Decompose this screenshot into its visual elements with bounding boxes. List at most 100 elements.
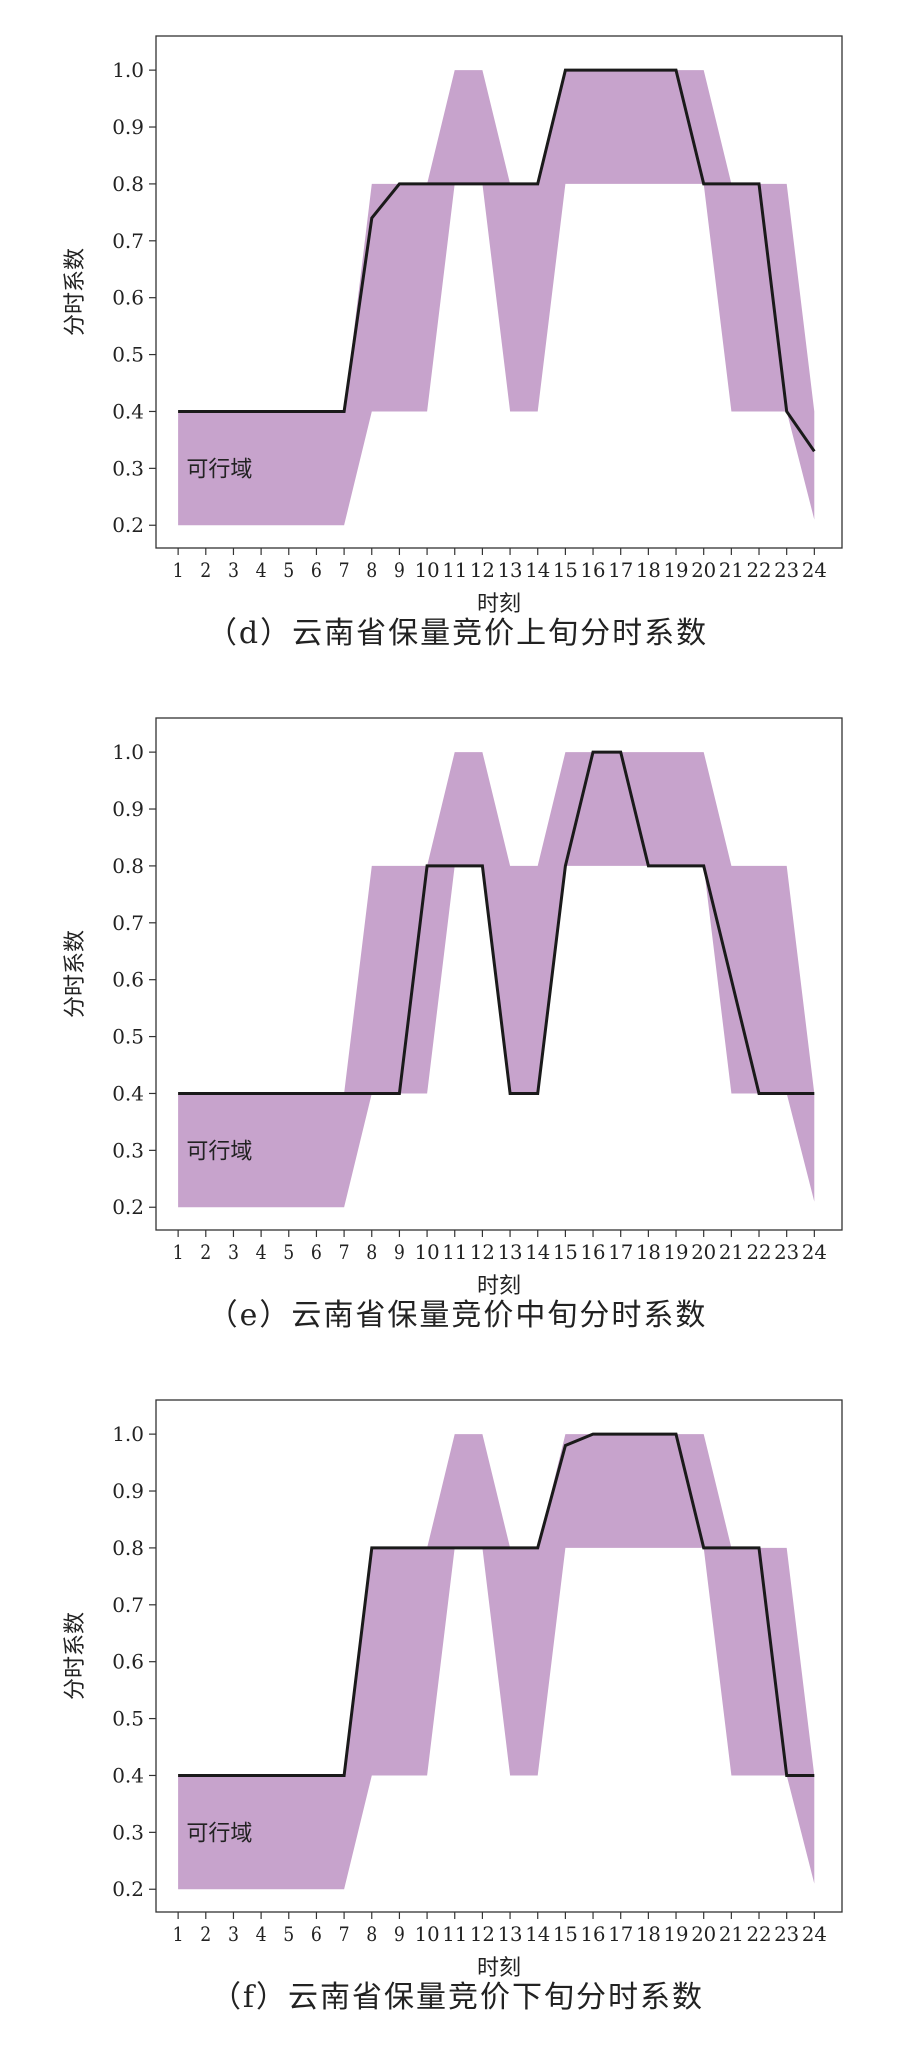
y-tick-label: 0.5 — [112, 343, 144, 367]
x-tick-label: 8 — [366, 1922, 377, 1946]
x-tick-label: 17 — [608, 1240, 633, 1264]
chart-svg-f: 0.20.30.40.50.60.70.80.91.01 2 3 4 5 6 7 8 9 10 11… — [63, 1399, 843, 1981]
x-tick-label: 24 — [802, 1240, 827, 1264]
x-tick-label: 13 — [498, 1240, 523, 1264]
y-tick-label: 0.6 — [112, 968, 144, 992]
x-tick-label: 6 — [311, 558, 322, 582]
x-tick-label: 7 — [339, 1240, 350, 1264]
x-tick-label: 16 — [581, 558, 606, 582]
y-tick-label: 0.8 — [112, 854, 144, 878]
x-tick-label: 1 — [173, 558, 184, 582]
feasible-region — [178, 1434, 815, 1890]
x-tick-label: 5 — [283, 1922, 294, 1946]
x-tick-label: 11 — [442, 558, 467, 582]
y-tick-label: 0.2 — [112, 513, 144, 537]
x-tick-label: 18 — [636, 1922, 661, 1946]
x-tick-label: 18 — [636, 558, 661, 582]
series-line — [178, 750, 815, 1095]
x-tick-label: 12 — [470, 1240, 495, 1264]
y-tick-label: 0.4 — [112, 1081, 144, 1105]
chart-svg-d: 0.20.30.40.50.60.70.80.91.01 2 3 4 5 6 7 8 9 10 11… — [63, 35, 843, 617]
region-label: 可行域 — [186, 1139, 252, 1164]
x-tick-label: 5 — [283, 1240, 294, 1264]
x-tick-label: 19 — [664, 558, 689, 582]
plot-frame — [155, 717, 843, 1231]
y-tick-label: 1.0 — [112, 1422, 144, 1446]
x-tick-label: 13 — [498, 1922, 523, 1946]
y-tick-label: 0.5 — [112, 1025, 144, 1049]
x-tick-label: 15 — [553, 558, 578, 582]
x-tick-label: 12 — [470, 1922, 495, 1946]
y-axis-label: 分时系数 — [63, 1612, 88, 1700]
x-tick-label: 14 — [525, 1922, 550, 1946]
x-tick-label: 3 — [228, 1922, 239, 1946]
x-tick-label: 14 — [525, 1240, 550, 1264]
y-tick-label: 0.3 — [112, 1138, 144, 1162]
x-tick-label: 17 — [608, 1922, 633, 1946]
x-tick-label: 10 — [415, 1240, 440, 1264]
y-tick-label: 0.9 — [112, 1479, 144, 1503]
x-tick-label: 4 — [256, 558, 267, 582]
x-tick-label: 8 — [366, 558, 377, 582]
x-tick-label: 6 — [311, 1922, 322, 1946]
x-tick-label: 22 — [747, 558, 772, 582]
x-tick-label: 11 — [442, 1240, 467, 1264]
y-tick-label: 0.8 — [112, 1536, 144, 1560]
x-tick-label: 9 — [394, 1240, 405, 1264]
y-tick-label: 0.9 — [112, 115, 144, 139]
y-tick-label: 0.9 — [112, 797, 144, 821]
y-tick-label: 0.6 — [112, 286, 144, 310]
chart-panel-d: 0.2 0.3 0.4 0.5 0.6 0.7 0.8 0.9 1.0 1 2 3 4 5 6 7 8 9 10 11… — [0, 0, 915, 682]
x-tick-label: 15 — [553, 1922, 578, 1946]
x-tick-label: 20 — [691, 1922, 716, 1946]
x-tick-label: 21 — [719, 1922, 744, 1946]
x-tick-label: 9 — [394, 558, 405, 582]
x-tick-label: 23 — [774, 558, 799, 582]
x-tick-label: 10 — [415, 1922, 440, 1946]
y-tick-label: 0.2 — [112, 1877, 144, 1901]
x-tick-label: 23 — [774, 1240, 799, 1264]
x-tick-label: 21 — [719, 1240, 744, 1264]
y-tick-label: 0.4 — [112, 1763, 144, 1787]
x-tick-label: 1 — [173, 1922, 184, 1946]
chart-caption: （e）云南省保量竞价中旬分时系数 — [207, 1298, 708, 1333]
x-tick-label: 16 — [581, 1922, 606, 1946]
x-tick-label: 3 — [228, 558, 239, 582]
x-tick-label: 18 — [636, 1240, 661, 1264]
x-tick-label: 17 — [608, 558, 633, 582]
chart-panel-e: 0.2 0.3 0.4 0.5 0.6 0.7 0.8 0.9 1.0 1 2 3 4 5 6 7 8 9 10 11… — [0, 682, 915, 1364]
y-tick-label: 0.5 — [112, 1707, 144, 1731]
x-tick-label: 6 — [311, 1240, 322, 1264]
series-line — [178, 68, 816, 453]
x-tick-label: 4 — [256, 1922, 267, 1946]
x-axis-label: 时刻 — [477, 1274, 521, 1299]
x-tick-label: 1 — [173, 1240, 184, 1264]
x-tick-label: 12 — [470, 558, 495, 582]
y-tick-label: 0.3 — [112, 456, 144, 480]
x-tick-label: 8 — [366, 1240, 377, 1264]
x-tick-label: 7 — [339, 1922, 350, 1946]
x-tick-label: 10 — [415, 558, 440, 582]
x-tick-label: 19 — [664, 1240, 689, 1264]
y-axis-label: 分时系数 — [63, 248, 88, 336]
x-tick-label: 7 — [339, 558, 350, 582]
x-tick-label: 21 — [719, 558, 744, 582]
x-tick-label: 2 — [200, 558, 211, 582]
x-tick-label: 9 — [394, 1922, 405, 1946]
plot-frame — [155, 35, 843, 549]
region-label: 可行域 — [186, 1821, 252, 1846]
x-tick-label: 22 — [747, 1240, 772, 1264]
y-tick-label: 0.2 — [112, 1195, 144, 1219]
y-tick-label: 0.3 — [112, 1820, 144, 1844]
chart-caption: （f）云南省保量竞价下旬分时系数 — [210, 1980, 705, 2015]
x-tick-label: 20 — [691, 1240, 716, 1264]
plot-frame — [155, 1399, 843, 1913]
x-tick-label: 22 — [747, 1922, 772, 1946]
y-axis-label: 分时系数 — [63, 930, 88, 1018]
y-tick-label: 0.4 — [112, 399, 144, 423]
y-tick-label: 1.0 — [112, 740, 144, 764]
chart-panel-f: 0.2 0.3 0.4 0.5 0.6 0.7 0.8 0.9 1.0 1 2 3 4 5 6 7 8 9 10 11… — [0, 1364, 915, 2046]
x-tick-label: 5 — [283, 558, 294, 582]
y-tick-label: 0.7 — [112, 1593, 144, 1617]
feasible-region — [178, 70, 815, 526]
